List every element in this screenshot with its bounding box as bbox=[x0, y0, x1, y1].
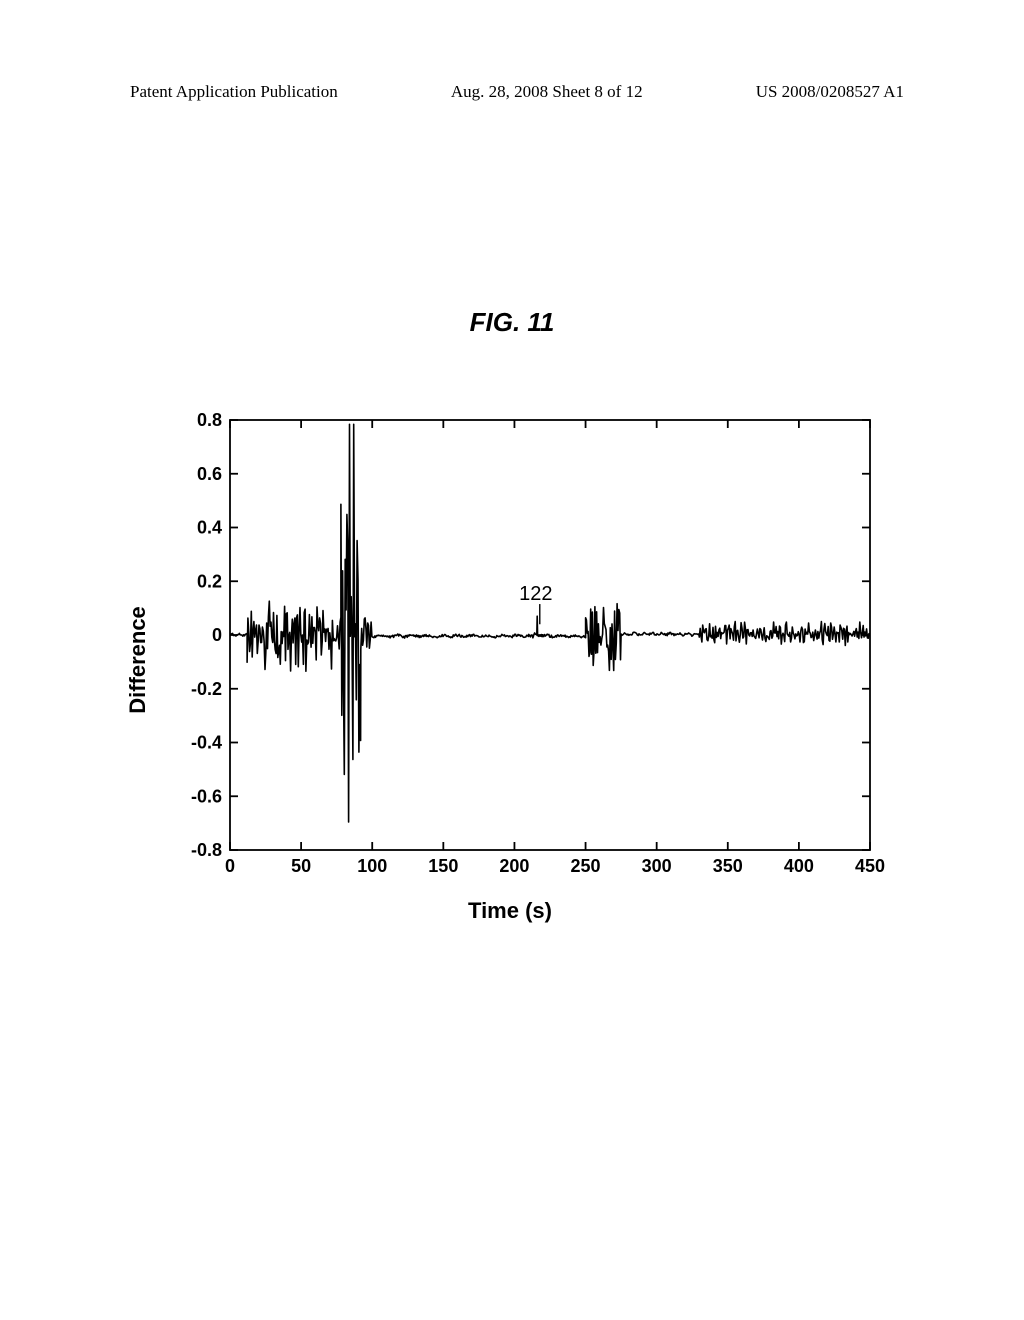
y-tick-label: 0.2 bbox=[197, 571, 222, 591]
x-tick-label: 450 bbox=[855, 856, 885, 876]
page-header: Patent Application Publication Aug. 28, … bbox=[0, 82, 1024, 102]
y-tick-label: -0.6 bbox=[191, 786, 222, 806]
y-tick-label: -0.8 bbox=[191, 840, 222, 860]
x-tick-label: 150 bbox=[428, 856, 458, 876]
chart-svg: 0 50 100 150 200 250 300 350 400 450 -0.8 -0.6 -0.4 -… bbox=[130, 400, 890, 920]
y-tick-label: 0 bbox=[212, 625, 222, 645]
x-tick-label: 400 bbox=[784, 856, 814, 876]
x-axis-label: Time (s) bbox=[468, 898, 552, 924]
annotation-label: 122 bbox=[519, 583, 552, 605]
header-right: US 2008/0208527 A1 bbox=[756, 82, 904, 102]
x-tick-label: 300 bbox=[642, 856, 672, 876]
y-tick-label: -0.2 bbox=[191, 679, 222, 699]
y-tick-label: 0.6 bbox=[197, 464, 222, 484]
x-tick-label: 0 bbox=[225, 856, 235, 876]
x-tick-label: 50 bbox=[291, 856, 311, 876]
header-left: Patent Application Publication bbox=[130, 82, 338, 102]
chart-container: Difference 050100150200250300350400450-0… bbox=[130, 400, 890, 920]
y-tick-label: -0.4 bbox=[191, 733, 222, 753]
x-tick-label: 350 bbox=[713, 856, 743, 876]
x-tick-label: 250 bbox=[571, 856, 601, 876]
y-tick-label: 0.4 bbox=[197, 518, 222, 538]
figure-title: FIG. 11 bbox=[0, 307, 1024, 338]
y-tick-label: 0.8 bbox=[197, 410, 222, 430]
x-tick-label: 200 bbox=[499, 856, 529, 876]
header-center: Aug. 28, 2008 Sheet 8 of 12 bbox=[451, 82, 643, 102]
x-tick-label: 100 bbox=[357, 856, 387, 876]
